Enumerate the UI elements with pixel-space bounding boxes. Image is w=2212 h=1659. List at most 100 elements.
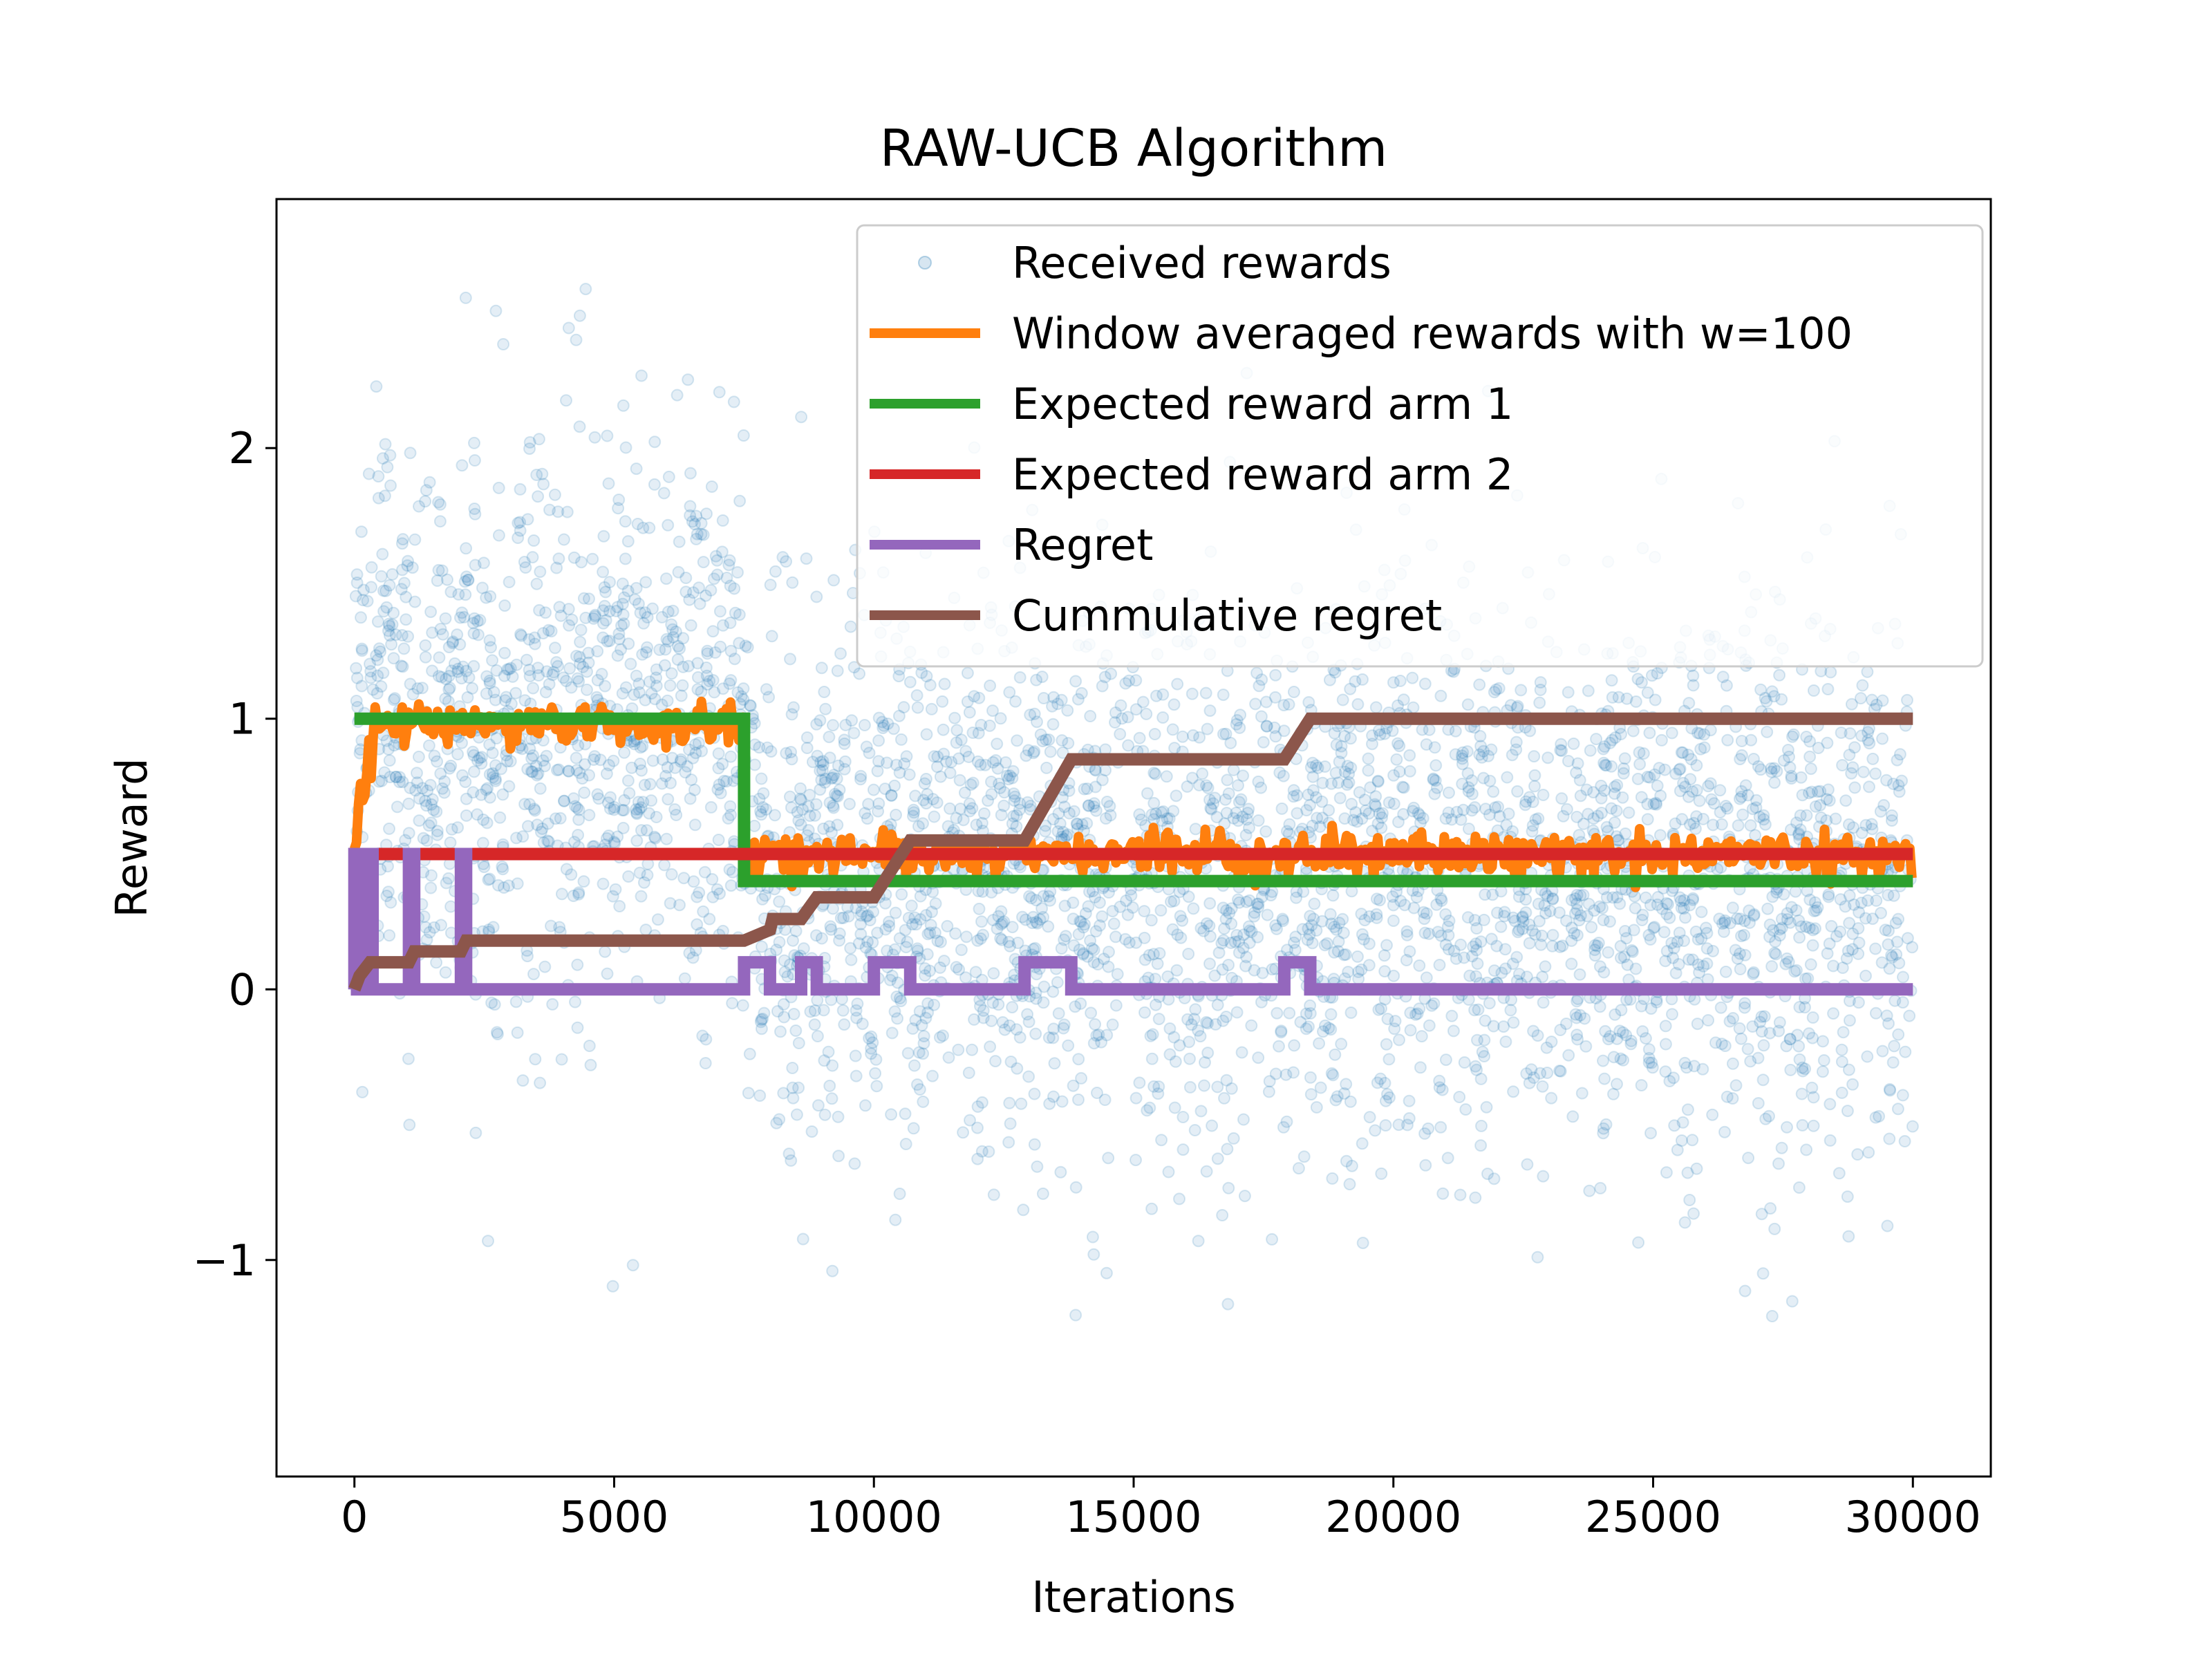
reward-point — [919, 962, 932, 975]
reward-point — [480, 687, 493, 700]
reward-point — [388, 692, 402, 705]
reward-point — [692, 736, 705, 749]
reward-point — [1271, 1006, 1284, 1020]
reward-point — [1781, 1121, 1793, 1134]
reward-point — [583, 1040, 596, 1052]
reward-point — [1635, 914, 1649, 926]
reward-point — [942, 1051, 955, 1064]
reward-point — [928, 810, 941, 823]
reward-point — [456, 736, 468, 749]
reward-point — [1391, 737, 1404, 750]
reward-point — [975, 718, 988, 731]
reward-point — [648, 478, 661, 491]
reward-point — [1568, 927, 1581, 940]
reward-point — [476, 836, 489, 850]
reward-point — [1716, 917, 1729, 930]
reward-point — [577, 875, 590, 888]
reward-point — [545, 919, 557, 932]
reward-point — [1683, 1194, 1696, 1206]
reward-point — [787, 934, 799, 947]
reward-point — [1903, 1009, 1916, 1022]
reward-point — [1627, 924, 1640, 937]
reward-point — [523, 633, 536, 646]
reward-point — [683, 946, 696, 959]
reward-point — [1674, 894, 1687, 908]
reward-point — [791, 805, 804, 818]
reward-point — [1161, 812, 1174, 825]
reward-point — [1119, 932, 1132, 946]
reward-point — [664, 679, 677, 692]
reward-point — [1510, 743, 1523, 756]
reward-point — [1003, 1096, 1016, 1109]
reward-point — [897, 701, 910, 714]
reward-point — [1598, 740, 1611, 753]
reward-point — [1103, 800, 1116, 813]
reward-point — [1481, 1168, 1494, 1181]
reward-point — [1785, 769, 1798, 782]
reward-point — [534, 782, 547, 795]
reward-point — [483, 768, 496, 781]
reward-point — [1406, 671, 1419, 684]
reward-point — [1615, 1004, 1628, 1017]
reward-point — [386, 618, 399, 631]
reward-point — [792, 1037, 805, 1049]
reward-point — [461, 691, 474, 704]
reward-point — [681, 760, 694, 773]
reward-point — [1171, 928, 1184, 941]
reward-point — [413, 814, 426, 827]
reward-point — [1250, 666, 1264, 679]
reward-point — [1017, 1203, 1030, 1217]
reward-point — [1636, 1025, 1649, 1038]
reward-point — [834, 912, 847, 925]
reward-point — [498, 646, 511, 659]
reward-point — [1075, 686, 1088, 700]
reward-point — [1620, 932, 1633, 945]
reward-point — [1823, 937, 1836, 950]
reward-point — [966, 776, 980, 789]
x-tick-label: 5000 — [560, 1492, 669, 1542]
reward-point — [1610, 805, 1623, 817]
reward-point — [662, 606, 675, 619]
reward-point — [893, 992, 906, 1005]
reward-point — [919, 909, 932, 921]
reward-point — [1734, 1032, 1747, 1045]
reward-point — [1210, 811, 1224, 824]
reward-point — [955, 944, 968, 957]
reward-point — [1087, 800, 1100, 813]
reward-point — [1155, 1134, 1168, 1147]
reward-point — [1084, 934, 1097, 947]
reward-point — [1673, 763, 1686, 776]
reward-point — [1817, 1035, 1829, 1048]
reward-point — [1637, 747, 1650, 760]
reward-point — [1019, 913, 1032, 926]
reward-point — [1266, 1232, 1279, 1246]
reward-point — [872, 734, 885, 747]
reward-point — [938, 677, 951, 691]
reward-point — [1893, 957, 1906, 970]
reward-point — [1423, 1019, 1436, 1032]
reward-point — [975, 1096, 988, 1109]
reward-point — [699, 1057, 712, 1069]
reward-point — [447, 635, 460, 648]
reward-point — [565, 681, 578, 694]
reward-point — [1806, 1031, 1819, 1044]
reward-point — [458, 575, 471, 588]
reward-point — [1340, 778, 1353, 791]
reward-point — [532, 669, 545, 682]
reward-point — [1459, 1103, 1472, 1116]
reward-point — [1835, 1043, 1848, 1056]
reward-point — [608, 836, 621, 848]
reward-point — [724, 808, 738, 821]
reward-point — [673, 535, 686, 548]
reward-point — [557, 671, 570, 684]
reward-point — [444, 836, 457, 849]
reward-point — [617, 804, 630, 817]
reward-point — [1793, 931, 1806, 944]
reward-point — [451, 628, 464, 641]
reward-point — [554, 812, 567, 825]
reward-point — [648, 693, 662, 706]
reward-point — [1450, 952, 1463, 965]
reward-point — [1119, 677, 1132, 690]
reward-point — [1721, 802, 1734, 815]
reward-point — [1414, 1061, 1427, 1074]
